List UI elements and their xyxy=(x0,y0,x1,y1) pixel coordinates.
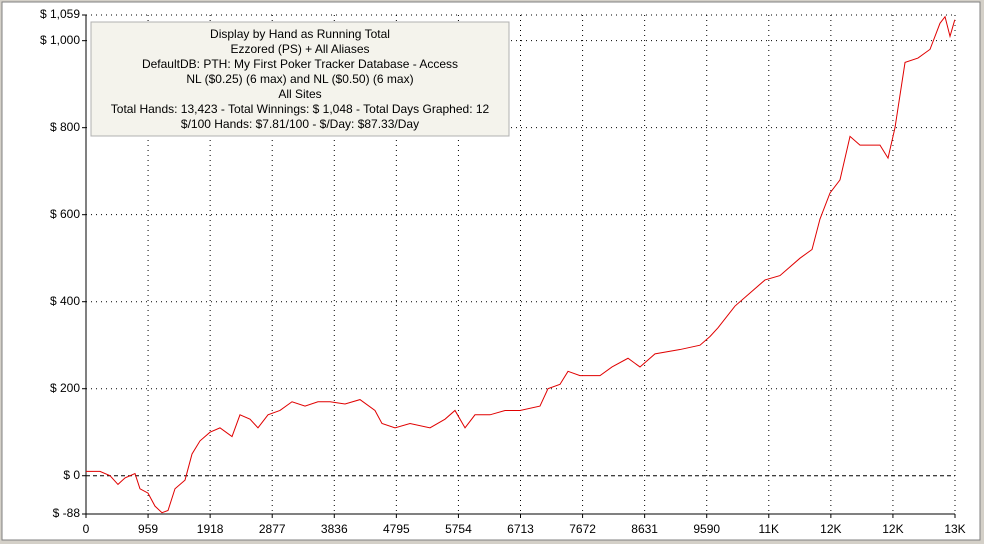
x-tick-label: 13K xyxy=(944,522,965,536)
series xyxy=(86,15,956,514)
x-tick-label: 11K xyxy=(759,522,779,536)
annotation-text: Ezzored (PS) + All Aliases xyxy=(230,42,369,56)
annotation-text: Total Hands: 13,423 - Total Winnings: $ … xyxy=(111,102,490,116)
x-tick-label: 3836 xyxy=(321,522,348,536)
x-tick-label: 1918 xyxy=(197,522,224,536)
annotation-text: $/100 Hands: $7.81/100 - $/Day: $87.33/D… xyxy=(181,117,419,131)
line xyxy=(86,15,956,514)
annotation-box: Display by Hand as Running TotalEzzored … xyxy=(90,21,510,137)
x-tick-label: 7672 xyxy=(569,522,596,536)
annotation-bg xyxy=(90,21,510,137)
grid: $ -88 $ 0 $ 200 $ 400 $ 600 $ 800 $ 1,000 $ 1,0… xyxy=(40,7,966,536)
x-tick-label: 9590 xyxy=(693,522,720,536)
y-tick-label: $ 1,059 xyxy=(40,7,80,21)
annotation-text: Display by Hand as Running Total xyxy=(210,27,390,41)
y-tick-label: $ 200 xyxy=(50,381,80,395)
y-tick-label: $ 600 xyxy=(50,207,80,221)
x-tick-label: 959 xyxy=(138,522,158,536)
y-tick-label: $ -88 xyxy=(53,506,81,520)
y-tick-label: $ 1,000 xyxy=(40,33,80,47)
x-tick-label: 6713 xyxy=(507,522,534,536)
x-tick-label: 8631 xyxy=(631,522,658,536)
x-tick-label: 5754 xyxy=(445,522,472,536)
x-tick-label: 12K xyxy=(820,522,841,536)
y-tick-label: $ 800 xyxy=(50,120,80,134)
annotation-text: All Sites xyxy=(278,87,321,101)
x-tick-label: 2877 xyxy=(259,522,286,536)
x-tick-label: 12K xyxy=(882,522,903,536)
annotation-text: DefaultDB: PTH: My First Poker Tracker D… xyxy=(142,57,458,71)
y-tick-label: $ 400 xyxy=(50,294,80,308)
y-tick-label: $ 0 xyxy=(63,468,80,482)
x-tick-label: 0 xyxy=(83,522,90,536)
x-tick-label: 4795 xyxy=(383,522,410,536)
annotation-text: NL ($0.25) (6 max) and NL ($0.50) (6 max… xyxy=(186,72,413,86)
